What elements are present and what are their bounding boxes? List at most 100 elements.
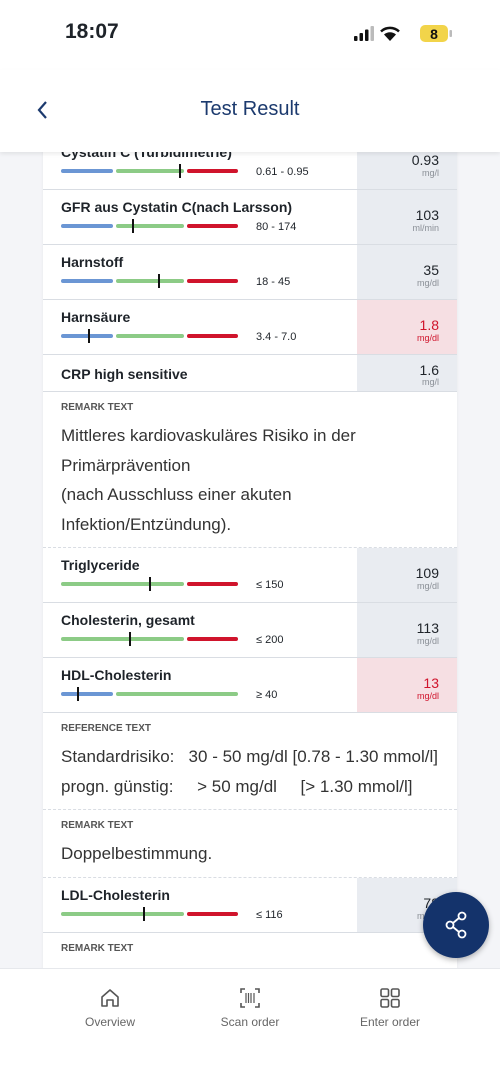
note-label: REMARK TEXT (61, 942, 134, 954)
test-row[interactable]: GFR aus Cystatin C(nach Larsson) 103 ml/mi… (43, 190, 457, 245)
nav-label: Enter order (359, 1015, 421, 1029)
range-segment (187, 582, 238, 586)
value-marker (179, 164, 181, 178)
reference-range: ≤ 150 (256, 579, 284, 591)
test-value: 35 (423, 262, 439, 278)
test-name: Cystatin C (Turbidimetrie) (61, 152, 232, 160)
page-title: Test Result (200, 98, 300, 120)
note-block: REMARK TEXT (43, 933, 457, 969)
note-block: REMARK TEXT Mittleres kardiovaskuläres Ri… (43, 392, 457, 548)
range-segment (187, 911, 238, 916)
reference-range: 80 - 174 (256, 221, 297, 233)
note-label: REFERENCE TEXT (61, 723, 152, 734)
range-segment (61, 692, 113, 696)
note-block: REMARK TEXT Doppelbestimmung. (43, 810, 457, 878)
note-label: REMARK TEXT (61, 402, 134, 413)
test-unit: mg/dl (416, 636, 439, 646)
test-unit: ml/min (412, 223, 440, 233)
test-unit: mg/l (421, 168, 439, 178)
status-icons: 8 (354, 25, 452, 42)
reference-range: 18 - 45 (256, 276, 291, 288)
test-value: 103 (415, 207, 439, 223)
test-value: 13 (423, 675, 439, 691)
value-marker (157, 274, 160, 288)
note-line: Mittleres kardiovaskuläres Risiko in der (61, 426, 356, 445)
share-button[interactable] (423, 892, 489, 958)
note-line: (nach Ausschluss einer akuten (61, 485, 292, 504)
value-marker (129, 632, 132, 646)
note-line: Standardrisiko: 30 - 50 mg/dl [0.78 - 1.… (61, 747, 439, 766)
nav-icon (380, 988, 400, 1008)
range-segment (61, 224, 113, 228)
nav-label: Overview (84, 1015, 135, 1029)
range-segment (61, 279, 113, 283)
range-segment (61, 582, 184, 586)
value-cell: 103 ml/min (357, 190, 457, 244)
test-unit: mg/dl (416, 691, 439, 701)
value-marker (76, 687, 79, 701)
reference-range: ≥ 40 (256, 689, 278, 701)
value-marker (87, 329, 90, 343)
test-unit: mg/dl (416, 581, 439, 591)
app-header: Test Result (0, 70, 500, 152)
test-row[interactable]: Cystatin C (Turbidimetrie) 0.93 mg/l 0.61 -… (43, 152, 457, 190)
test-row[interactable]: Triglyceride 109 mg/dl ≤ 150 (43, 548, 457, 603)
value-marker (131, 219, 134, 233)
clock: 18:07 (65, 20, 119, 43)
note-line: Doppelbestimmung. (61, 844, 213, 863)
range-segment (116, 169, 184, 173)
nav-icon (101, 989, 119, 1007)
test-row[interactable]: Cholesterin, gesamt 113 mg/dl ≤ 200 (43, 603, 457, 658)
value-cell: 13 mg/dl (357, 658, 457, 712)
nav-icon (240, 988, 260, 1008)
reference-range: ≤ 200 (256, 634, 284, 646)
test-name: GFR aus Cystatin C(nach Larsson) (61, 199, 293, 215)
value-marker (142, 906, 145, 921)
nav-item[interactable]: Enter order (320, 987, 460, 1029)
range-segment (116, 692, 238, 696)
test-name: Harnsäure (61, 309, 131, 325)
nav-item[interactable]: Scan order (180, 987, 320, 1029)
test-name: LDL-Cholesterin (61, 886, 170, 903)
note-line: Primärprävention (61, 455, 191, 475)
test-name: Cholesterin, gesamt (61, 612, 195, 628)
range-segment (116, 224, 184, 228)
range-segment (61, 169, 113, 173)
range-segment (187, 334, 238, 338)
result-card: Cystatin C (Turbidimetrie) 0.93 mg/l 0.61 -… (43, 152, 457, 968)
value-cell: 109 mg/dl (357, 548, 457, 602)
test-name: CRP high sensitive (61, 366, 188, 382)
test-value: 1.8 (419, 317, 439, 333)
test-value: 1.6 (419, 362, 439, 378)
test-row[interactable]: HDL-Cholesterin 13 mg/dl ≥ 40 (43, 658, 457, 713)
test-unit: mg/dl (416, 278, 439, 288)
range-segment (61, 637, 184, 641)
value-cell: 0.93 mg/l (357, 152, 457, 189)
value-cell: 35 mg/dl (357, 245, 457, 299)
back-button[interactable] (34, 99, 52, 121)
range-segment (187, 279, 238, 283)
range-segment (61, 334, 113, 338)
test-row[interactable]: LDL-Cholesterin78mg/dl≤ 116 (43, 877, 457, 933)
test-name: Harnstoff (61, 254, 124, 270)
test-row[interactable]: Harnstoff 35 mg/dl 18 - 45 (43, 245, 457, 300)
range-segment (116, 279, 184, 283)
nav-item[interactable]: Overview (40, 987, 180, 1029)
battery-level: 8 (430, 26, 438, 42)
value-cell: 1.8 mg/dl (357, 300, 457, 354)
test-row[interactable]: Harnsäure 1.8 mg/dl 3.4 - 7.0 (43, 300, 457, 355)
test-row[interactable]: CRP high sensitive 1.6 mg/l (43, 355, 457, 392)
result-list: Cystatin C (Turbidimetrie) 0.93 mg/l 0.61 -… (0, 152, 500, 968)
test-unit: mg/l (421, 377, 439, 387)
range-segment (116, 334, 184, 338)
range-segment (187, 169, 238, 173)
test-value: 109 (415, 565, 439, 581)
reference-range: 0.61 - 0.95 (256, 166, 309, 178)
value-cell: 113 mg/dl (357, 603, 457, 657)
value-cell: 1.6 mg/l (357, 355, 457, 391)
test-name: Triglyceride (61, 557, 140, 573)
nav-label: Scan order (220, 1015, 280, 1029)
reference-range: 3.4 - 7.0 (256, 331, 297, 343)
range-segment (61, 911, 184, 916)
